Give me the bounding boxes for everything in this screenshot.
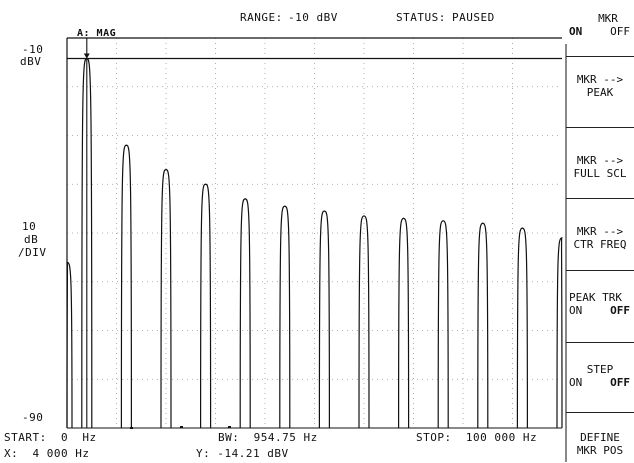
peak-track-softkey[interactable]: PEAK TRK ON OFF xyxy=(566,270,634,343)
plot-grid xyxy=(67,38,562,428)
y-scale-unit: dB xyxy=(24,233,39,246)
step-title: STEP xyxy=(586,363,614,376)
harmonic-peak-point xyxy=(363,215,365,217)
baseline-noise-speck xyxy=(228,426,231,428)
harmonic-peak-point xyxy=(205,183,207,185)
y-top-unit: dBV xyxy=(20,55,42,68)
harmonic-peak-point xyxy=(284,205,286,207)
baseline-noise-speck xyxy=(180,426,183,428)
marker-x-readout: X: 4 000 Hz xyxy=(4,447,90,460)
define-mkr-pos-softkey[interactable]: DEFINE MKR POS xyxy=(566,412,634,463)
y-scale-value: 10 xyxy=(22,220,37,233)
mkr-ctr-freq-line1: MKR --> xyxy=(576,225,624,238)
trace-label: A: MAG xyxy=(77,28,117,39)
y-scale-per: /DIV xyxy=(18,246,47,259)
harmonic-peak-point xyxy=(323,210,325,212)
marker-y-readout: Y: -14.21 dBV xyxy=(196,447,289,460)
marker-indicator-icon xyxy=(83,53,90,59)
step-softkey[interactable]: STEP ON OFF xyxy=(566,342,634,413)
status-label: STATUS: xyxy=(396,11,446,24)
y-top-value: -10 xyxy=(22,43,44,56)
peak-trk-title: PEAK TRK xyxy=(569,291,622,304)
harmonic-peak-point xyxy=(482,222,484,224)
harmonic-peak-point xyxy=(442,220,444,222)
y-bottom-value: -90 xyxy=(22,411,44,424)
mkr-to-full-scale-softkey[interactable]: MKR --> FULL SCL xyxy=(566,127,634,199)
mkr-to-ctr-freq-softkey[interactable]: MKR --> CTR FREQ xyxy=(566,198,634,271)
spectrum-trace xyxy=(66,38,563,429)
range-label: RANGE: xyxy=(240,11,283,24)
harmonic-peak-point xyxy=(561,237,563,239)
mkr-full-scl-line2: FULL SCL xyxy=(573,167,627,180)
mkr-full-scl-line1: MKR --> xyxy=(576,154,624,167)
mkr-on-option: ON xyxy=(569,25,583,38)
bandwidth: BW: 954.75 Hz xyxy=(218,431,318,444)
peak-trk-on-option: ON xyxy=(569,304,583,317)
status-value: PAUSED xyxy=(452,11,495,24)
mkr-ctr-freq-line2: CTR FREQ xyxy=(573,238,627,251)
mkr-off-option: OFF xyxy=(610,25,630,38)
mkr-on-off-softkey[interactable]: MKR ON OFF xyxy=(566,8,634,44)
harmonic-peak-point xyxy=(403,217,405,219)
mkr-title: MKR xyxy=(598,12,618,25)
harmonic-peak-point xyxy=(125,144,127,146)
harmonic-peak-point xyxy=(521,227,524,229)
stop-frequency: STOP: 100 000 Hz xyxy=(416,431,538,444)
step-off-option: OFF xyxy=(610,376,630,389)
step-on-option: ON xyxy=(569,376,583,389)
harmonic-peak-point xyxy=(244,198,246,200)
harmonic-peak-point xyxy=(165,169,167,171)
mkr-peak-line1: MKR --> xyxy=(576,73,624,86)
define-line2: MKR POS xyxy=(576,444,624,457)
peak-trk-off-option: OFF xyxy=(610,304,630,317)
mkr-to-peak-softkey[interactable]: MKR --> PEAK xyxy=(566,56,634,128)
plot-frame xyxy=(66,37,567,462)
define-line1: DEFINE xyxy=(580,431,620,444)
start-frequency: START: 0 Hz xyxy=(4,431,97,444)
mkr-peak-line2: PEAK xyxy=(586,86,614,99)
range-value: -10 dBV xyxy=(288,11,338,24)
